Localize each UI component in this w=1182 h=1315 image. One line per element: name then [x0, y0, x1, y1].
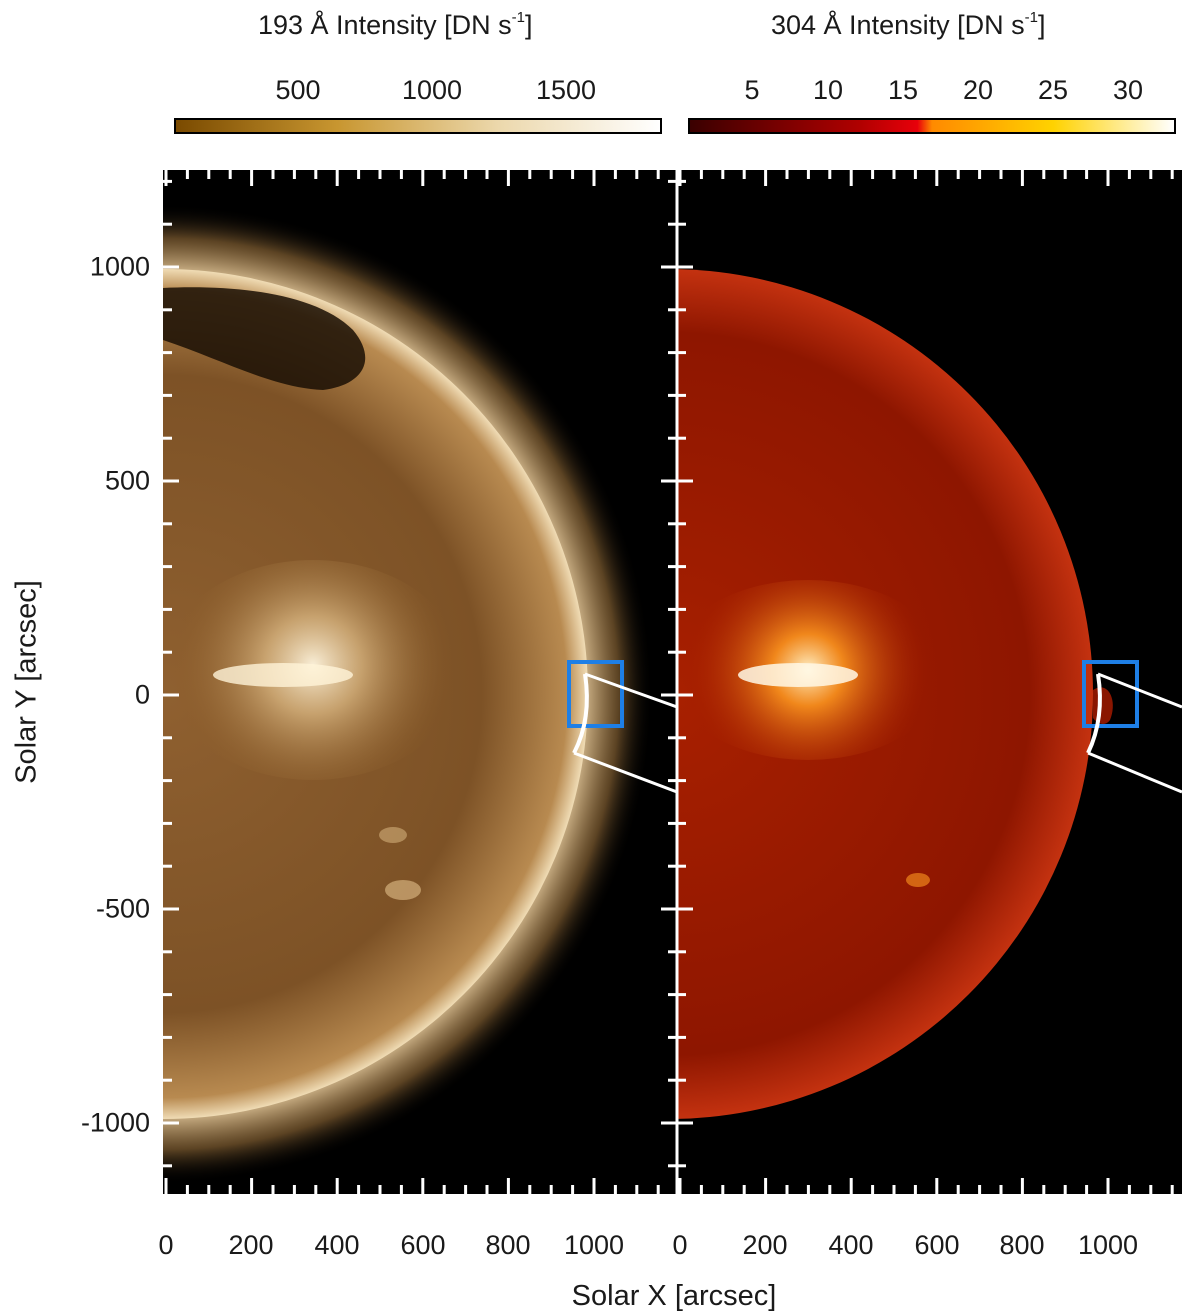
- x-axis-title: Solar X [arcsec]: [571, 1280, 777, 1312]
- sun-image-304: [678, 269, 1182, 1119]
- colorbar-title-193-text: 193 Å Intensity [DN s: [258, 10, 512, 40]
- sun-image-193: [163, 204, 677, 1184]
- colorbar-304-tick: 25: [1037, 75, 1069, 105]
- x-tick-label-right: 800: [999, 1230, 1045, 1260]
- colorbar-title-193: 193 Å Intensity [DN s-1]: [258, 9, 533, 41]
- x-tick-label-right: 0: [672, 1230, 688, 1260]
- colorbar-193-tick: 1000: [401, 75, 463, 105]
- x-tick-label-left: 600: [400, 1230, 446, 1260]
- colorbar-304-tick: 20: [962, 75, 994, 105]
- colorbar-193: [174, 118, 662, 134]
- highlight-box: [567, 660, 624, 728]
- colorbar-title-304-end: ]: [1037, 10, 1046, 40]
- colorbar-304-tick: 30: [1112, 75, 1144, 105]
- colorbar-title-193-sup: -1: [511, 9, 525, 26]
- image-panel-304: [678, 170, 1182, 1194]
- coronal-hole: [163, 287, 366, 390]
- colorbar-304-tick: 10: [812, 75, 844, 105]
- x-tick-label-right: 200: [742, 1230, 788, 1260]
- x-tick-label-left: 400: [314, 1230, 360, 1260]
- flare-ribbon-193: [213, 663, 353, 687]
- limb-arc: [1086, 673, 1102, 754]
- colorbar-304-tick: 15: [887, 75, 919, 105]
- y-tick-label: 500: [104, 465, 150, 496]
- colorbar-title-304-text: 304 Å Intensity [DN s: [771, 10, 1025, 40]
- y-axis-title: Solar Y [arcsec]: [10, 580, 43, 784]
- bright-point: [385, 880, 421, 900]
- slit-lines: [573, 672, 677, 794]
- x-tick-label-right: 600: [914, 1230, 960, 1260]
- image-panel-193: [163, 170, 677, 1194]
- y-tick-label: 0: [134, 679, 150, 710]
- x-tick-label-right: 400: [828, 1230, 874, 1260]
- limb-arc: [572, 673, 589, 754]
- colorbar-193-tick: 500: [275, 75, 321, 105]
- slit-lines: [1087, 672, 1182, 794]
- x-tick-label-left: 0: [158, 1230, 174, 1260]
- x-tick-label-left: 1000: [563, 1230, 625, 1260]
- y-tick-label: -1000: [80, 1107, 150, 1138]
- flare-ribbon-304: [738, 663, 858, 687]
- x-tick-label-left: 800: [485, 1230, 531, 1260]
- colorbar-title-193-end: ]: [524, 10, 533, 40]
- bright-point: [906, 873, 930, 887]
- colorbar-title-304-sup: -1: [1024, 9, 1038, 26]
- highlight-box: [1082, 660, 1139, 728]
- y-tick-label: 1000: [89, 251, 150, 282]
- colorbar-title-304: 304 Å Intensity [DN s-1]: [771, 9, 1046, 41]
- y-tick-label: -500: [95, 893, 150, 924]
- x-tick-label-right: 1000: [1077, 1230, 1139, 1260]
- colorbar-304: [688, 118, 1176, 134]
- colorbar-193-tick: 1500: [535, 75, 597, 105]
- bright-point: [379, 827, 407, 843]
- colorbar-304-tick: 5: [744, 75, 760, 105]
- x-tick-label-left: 200: [228, 1230, 274, 1260]
